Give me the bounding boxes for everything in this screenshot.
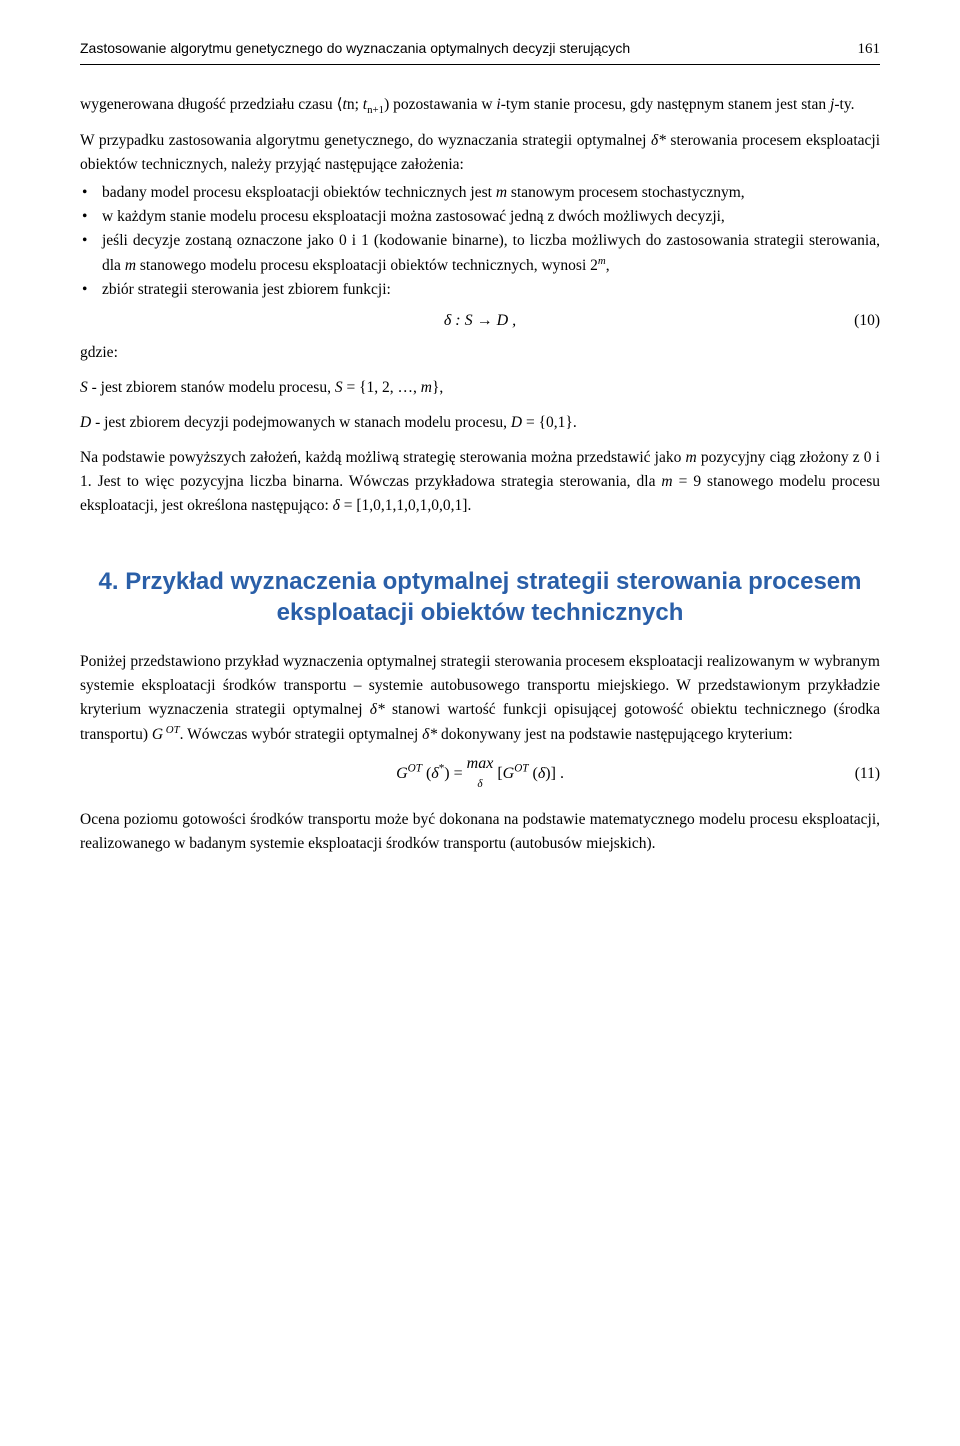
page-number: 161 [858, 41, 881, 58]
equation-11-formula: GOT (δ*) = maxδ [GOT (δ)] . [396, 755, 564, 793]
running-header: Zastosowanie algorytmu genetycznego do w… [80, 40, 880, 65]
definition-D: D - jest zbiorem decyzji podejmowanych w… [80, 411, 880, 436]
equation-10: δ : S → D , (10) [80, 312, 880, 330]
bullet-item: jeśli decyzje zostaną oznaczone jako 0 i… [80, 229, 880, 278]
where-label: gdzie: [80, 344, 880, 362]
binary-representation-paragraph: Na podstawie powyższych założeń, każdą m… [80, 446, 880, 518]
equation-10-number: (10) [854, 312, 880, 330]
readiness-assessment-paragraph: Ocena poziomu gotowości środków transpor… [80, 808, 880, 856]
equation-10-formula: δ : S → D , [444, 312, 516, 330]
assumptions-list: badany model procesu eksploatacji obiekt… [80, 181, 880, 302]
assumptions-lead: W przypadku zastosowania algorytmu genet… [80, 129, 880, 177]
equation-11: GOT (δ*) = maxδ [GOT (δ)] . (11) [80, 755, 880, 793]
equation-11-number: (11) [855, 765, 880, 783]
intro-paragraph: wygenerowana długość przedziału czasu ⟨t… [80, 93, 880, 119]
bullet-item: zbiór strategii sterowania jest zbiorem … [80, 278, 880, 302]
bullet-item: badany model procesu eksploatacji obiekt… [80, 181, 880, 205]
bullet-item: w każdym stanie modelu procesu eksploata… [80, 205, 880, 229]
running-title: Zastosowanie algorytmu genetycznego do w… [80, 40, 630, 56]
section-4-heading: 4. Przykład wyznaczenia optymalnej strat… [80, 566, 880, 628]
example-intro-paragraph: Poniżej przedstawiono przykład wyznaczen… [80, 650, 880, 747]
definition-S: S - jest zbiorem stanów modelu procesu, … [80, 376, 880, 401]
